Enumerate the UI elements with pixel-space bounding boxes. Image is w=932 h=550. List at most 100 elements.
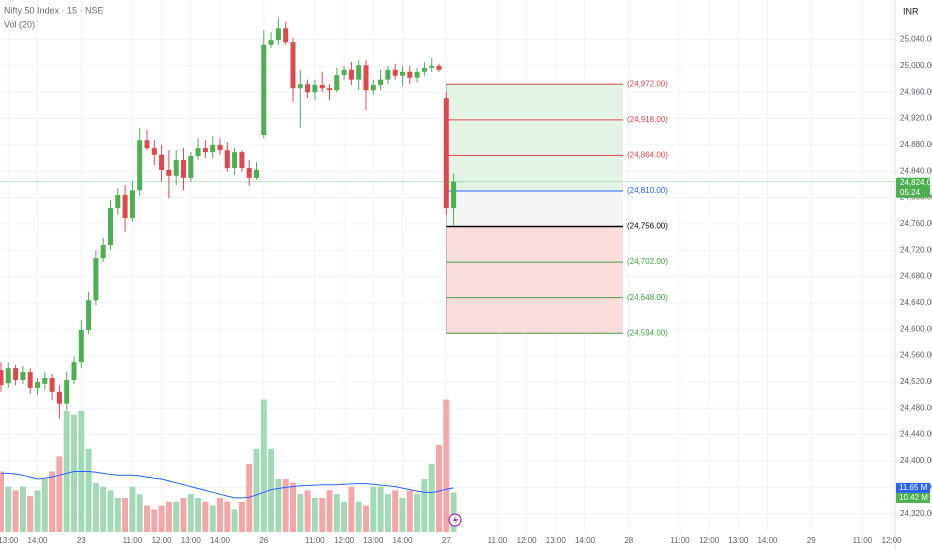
- y-tick-label: 24,480.00: [900, 403, 932, 412]
- candle-body: [290, 42, 296, 89]
- candle-body: [64, 379, 70, 404]
- level-zone: [446, 262, 623, 298]
- y-tick-label: 24,320.00: [900, 509, 932, 518]
- candle-body: [370, 84, 376, 91]
- candle-body: [78, 329, 84, 363]
- candle-body: [151, 148, 157, 155]
- x-tick-label: 14:00: [210, 536, 231, 545]
- volume-bar: [41, 479, 48, 532]
- level-zone: [446, 226, 623, 263]
- volume-bar: [275, 479, 282, 532]
- candle-body: [159, 154, 165, 170]
- volume-bar: [290, 482, 296, 532]
- x-tick-label: 12:00: [334, 536, 355, 545]
- x-tick-label: 27: [442, 536, 451, 545]
- volume-bar: [326, 490, 333, 532]
- volume-bar: [333, 494, 340, 532]
- y-tick-label: 24,440.00: [900, 430, 932, 439]
- candle-body: [283, 28, 289, 43]
- x-tick-label: 13:00: [728, 536, 749, 545]
- volume-bar: [71, 414, 77, 532]
- volume-bar: [311, 497, 318, 532]
- icon-bolt: [453, 515, 458, 525]
- candle-body: [443, 98, 449, 209]
- x-tick-label: 14:00: [575, 536, 596, 545]
- level-zone: [446, 190, 623, 227]
- candle-body: [13, 368, 19, 380]
- candle-body: [407, 71, 413, 78]
- level-zone: [446, 119, 623, 156]
- last-price-box: [896, 177, 930, 198]
- y-tick-label: 24,960.00: [900, 87, 932, 96]
- y-tick-label: 24,600.00: [900, 324, 932, 333]
- y-tick-label: 24,720.00: [900, 245, 932, 254]
- volume-bar: [238, 501, 245, 532]
- volume-bar: [85, 448, 92, 532]
- candle-body: [108, 208, 113, 245]
- volume-bar: [12, 490, 19, 532]
- candle-body: [42, 378, 48, 384]
- volume-bar: [341, 501, 348, 532]
- x-tick-label: 13:00: [363, 536, 384, 545]
- y-tick-label: 24,680.00: [900, 272, 932, 281]
- volume-bar: [100, 486, 107, 532]
- candle-body: [268, 40, 274, 45]
- volume-bar: [114, 497, 121, 532]
- volume-label: 10.42 M: [899, 493, 928, 502]
- x-tick-label: 11:00: [670, 536, 690, 545]
- volume-bar: [129, 486, 136, 532]
- x-tick-label: 12:00: [517, 536, 538, 545]
- volume-bar: [165, 501, 172, 532]
- candle-body: [35, 381, 40, 388]
- candle-body: [86, 300, 92, 330]
- volume-ma-line: [1, 471, 454, 499]
- x-tick-label: 12:00: [152, 536, 173, 545]
- level-label: (24,972.00): [627, 79, 668, 88]
- candle-body: [378, 79, 384, 85]
- candle-body: [129, 190, 135, 218]
- y-tick-label: 24,840.00: [900, 166, 932, 175]
- volume-bar: [92, 482, 99, 532]
- volume-bar: [34, 490, 41, 532]
- volume-bar: [180, 497, 187, 532]
- x-tick-label: 14:00: [757, 536, 778, 545]
- candle-body: [348, 69, 354, 80]
- candle-body: [0, 370, 4, 386]
- candle-body: [122, 194, 128, 218]
- currency: INR: [903, 6, 919, 16]
- volume-bar: [195, 497, 202, 532]
- candle-body: [356, 65, 362, 80]
- candle-body: [93, 258, 99, 301]
- x-tick-label: 12:00: [882, 536, 903, 545]
- volume-bar: [151, 509, 158, 532]
- countdown: 05:24: [900, 188, 921, 197]
- candle-body: [27, 372, 33, 388]
- volume-bar: [414, 494, 421, 532]
- volume-ma-label: 11.65 M: [899, 483, 928, 492]
- candle-body: [254, 169, 259, 178]
- volume-bar: [136, 494, 143, 532]
- volume-bar: [144, 505, 150, 532]
- x-tick-label: 13:00: [546, 536, 567, 545]
- level-label: (24,594.00): [627, 328, 668, 337]
- candle-body: [305, 84, 311, 93]
- plot-layer: (24,972.00) (24,918.00) (24,864.00) (24,810…: [0, 17, 895, 532]
- y-tick-label: 25,040.00: [900, 35, 932, 44]
- x-tick-label: 11:00: [123, 536, 143, 545]
- y-tick-label: 24,760.00: [900, 219, 932, 228]
- volume-bar: [406, 490, 413, 532]
- y-tick-label: 24,520.00: [900, 377, 932, 386]
- volume-bar: [260, 399, 267, 532]
- candle-body: [261, 44, 267, 135]
- x-tick-label: 26: [259, 536, 268, 545]
- x-tick-label: 14:00: [392, 536, 413, 545]
- candle-body: [327, 88, 332, 91]
- volume-bar: [268, 448, 275, 532]
- volume-bar: [450, 492, 457, 532]
- y-tick-label: 24,920.00: [900, 114, 932, 123]
- candle-body: [181, 160, 186, 178]
- y-tick-label: 24,640.00: [900, 298, 932, 307]
- x-tick-label: 28: [624, 536, 633, 545]
- x-tick-label: 11:00: [305, 536, 325, 545]
